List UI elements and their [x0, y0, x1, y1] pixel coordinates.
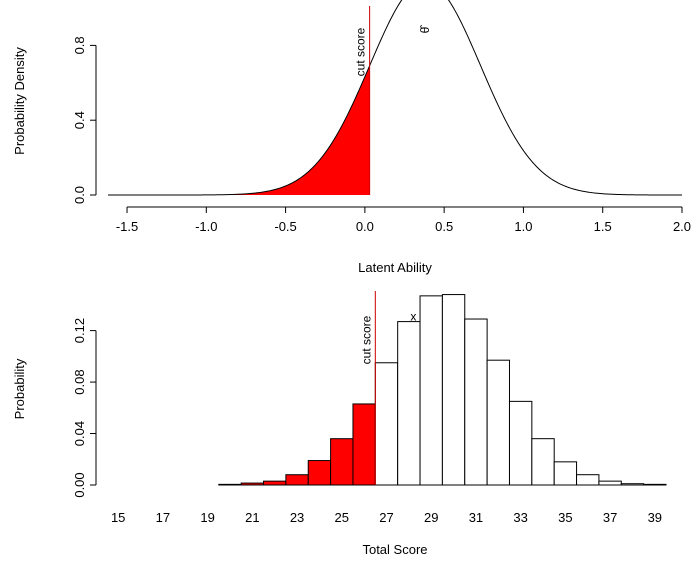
- bar-27: [374, 362, 399, 486]
- x-tick-label: 31: [469, 510, 483, 525]
- x-tick-label: -0.5: [274, 219, 296, 234]
- x-tick-label: 0.5: [435, 219, 453, 234]
- cut-score-label: cut score: [354, 27, 368, 76]
- x-tick-label: 2.0: [673, 219, 691, 234]
- y-tick-label: 0.00: [72, 472, 87, 497]
- bar-30: [441, 294, 466, 486]
- cut-score-label: cut score: [359, 315, 373, 364]
- x-tick-label: 37: [603, 510, 617, 525]
- bar-37: [598, 480, 622, 486]
- x-tick-label: 25: [335, 510, 349, 525]
- x-tick-label: 21: [245, 510, 259, 525]
- y-tick-label: 0.04: [72, 421, 87, 446]
- x-axis-label: Latent Ability: [358, 260, 432, 275]
- bar-39: [643, 483, 667, 486]
- below-cut-area: [108, 65, 370, 195]
- y-axis: 0.0 0.4 0.8: [72, 36, 97, 204]
- y-tick-label: 0.08: [72, 369, 87, 394]
- y-tick-label: 0.0: [72, 186, 87, 204]
- bar-38: [620, 483, 645, 486]
- y-tick-label: 0.8: [72, 36, 87, 54]
- x-axis: 15 17 19 21 23 25 27 29 31 33 35 37 39: [111, 510, 662, 525]
- x-tick-label: 17: [156, 510, 170, 525]
- density-curve: [108, 0, 683, 196]
- bar-35: [553, 461, 578, 486]
- bar-26: [352, 403, 376, 486]
- y-axis: 0.00 0.04 0.08 0.12: [72, 318, 97, 498]
- x-tick-label: 1.5: [594, 219, 612, 234]
- density-panel: -1.5 -1.0 -0.5 0.0 0.5 1.0 1.5 2.0 0.0 0.4 0.8 La…: [12, 0, 691, 275]
- bar-28: [397, 321, 421, 486]
- x-axis-label: Total Score: [362, 542, 427, 557]
- bar-25: [330, 438, 354, 486]
- mean-marker-label: x: [410, 309, 416, 323]
- y-axis-label: Probability: [12, 358, 27, 419]
- x-tick-label: 0.0: [356, 219, 374, 234]
- bar-34: [531, 438, 555, 486]
- theta-hat-label: θ̂: [418, 25, 432, 34]
- x-tick-label: 27: [379, 510, 393, 525]
- bar-32: [486, 359, 510, 486]
- bar-29: [419, 295, 443, 486]
- x-tick-label: 33: [513, 510, 527, 525]
- bar-22: [263, 480, 287, 486]
- bar-31: [464, 318, 488, 486]
- bar-20: [218, 483, 242, 486]
- bar-36: [576, 474, 600, 486]
- bar-24: [307, 460, 332, 486]
- x-tick-label: 15: [111, 510, 125, 525]
- x-axis: -1.5 -1.0 -0.5 0.0 0.5 1.0 1.5 2.0: [116, 206, 691, 234]
- y-tick-label: 0.12: [72, 318, 87, 343]
- score-panel: 15 17 19 21 23 25 27 29 31 33 35 37 39 0.000.040.080…: [12, 291, 667, 557]
- x-tick-label: -1.0: [195, 219, 217, 234]
- x-tick-label: 23: [290, 510, 304, 525]
- x-tick-label: 35: [558, 510, 572, 525]
- y-tick-label: 0.4: [72, 111, 87, 129]
- x-tick-label: 1.0: [514, 219, 532, 234]
- x-tick-label: -1.5: [116, 219, 138, 234]
- x-tick-label: 29: [424, 510, 438, 525]
- bars: [218, 294, 667, 486]
- y-axis-label: Probability Density: [12, 47, 27, 155]
- bar-21: [240, 482, 265, 486]
- x-tick-label: 39: [648, 510, 662, 525]
- bar-23: [285, 474, 309, 486]
- x-tick-label: 19: [200, 510, 214, 525]
- bar-33: [508, 400, 533, 486]
